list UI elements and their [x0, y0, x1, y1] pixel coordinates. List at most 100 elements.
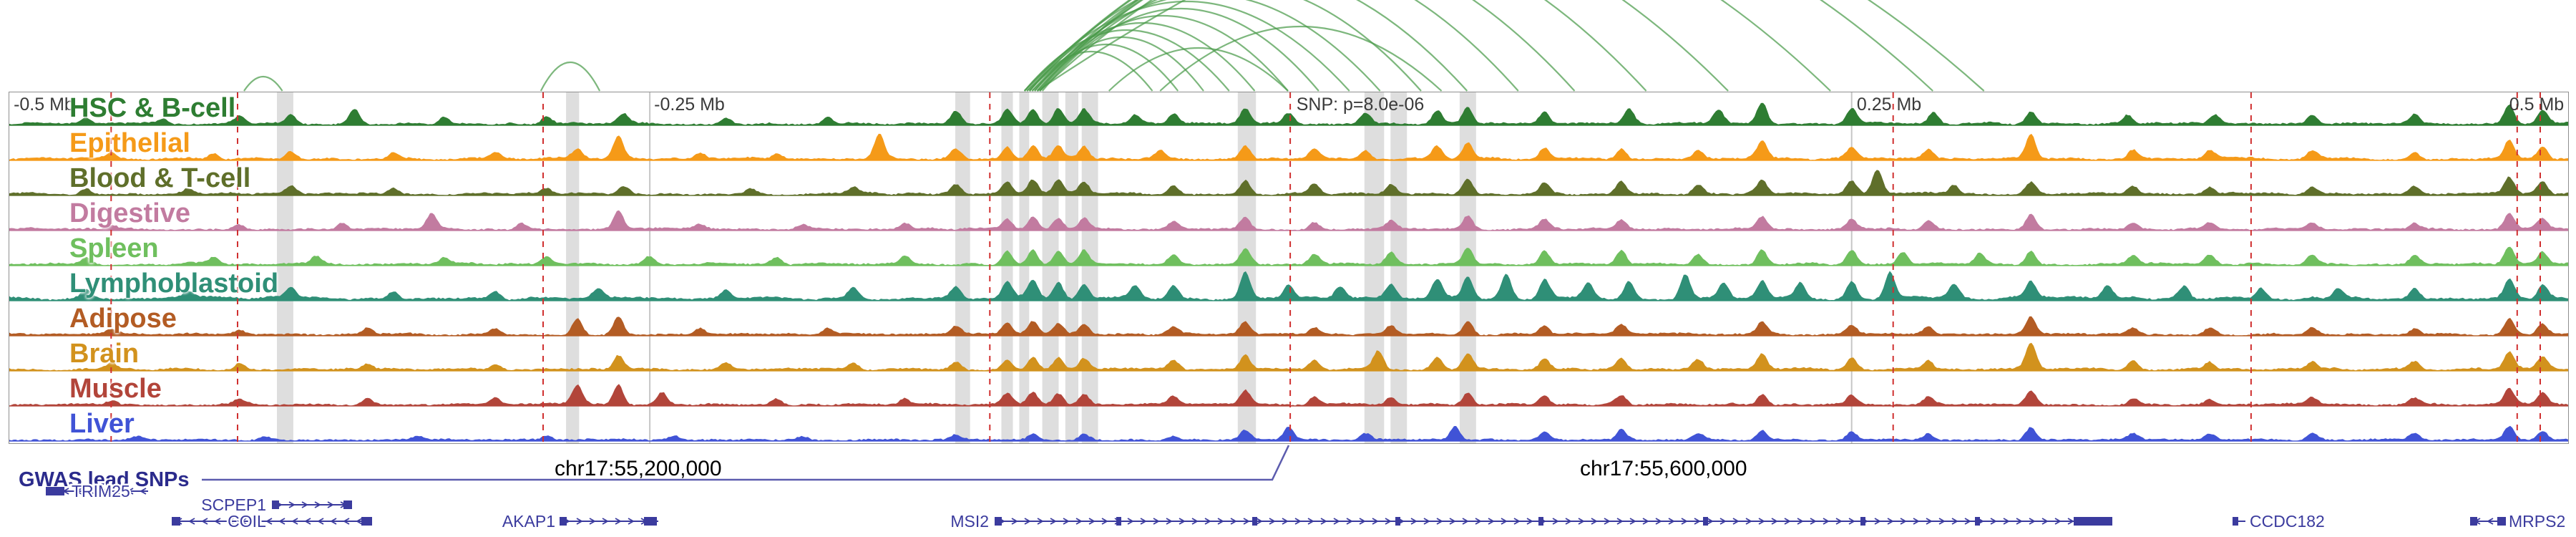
strand-arrow-icon	[1990, 518, 1997, 525]
strand-arrow-icon	[1629, 518, 1636, 525]
strand-arrow-icon	[88, 488, 95, 495]
interaction-arc	[1031, 0, 1831, 92]
gene-annotation-panel: GWAS lead SNPs chr17:55,200,000 chr17:55…	[19, 445, 2567, 533]
gene-exon	[2074, 517, 2112, 526]
strand-arrow-icon	[1758, 518, 1765, 525]
strand-arrow-icon	[1179, 518, 1186, 525]
gene-exon	[1703, 517, 1708, 526]
gene-mrps2: MRPS2	[2470, 511, 2567, 533]
strand-arrow-icon	[1475, 518, 1482, 525]
strand-arrow-icon	[1037, 518, 1044, 525]
track-label-muscle: Muscle	[69, 374, 162, 404]
gene-exon	[1975, 517, 1980, 526]
strand-arrow-icon	[2041, 518, 2049, 525]
axis-tick--0.5-mb: -0.5 Mb	[14, 95, 74, 115]
strand-arrow-icon	[1616, 518, 1624, 525]
strand-arrow-icon	[1269, 518, 1276, 525]
strand-arrow-icon	[1436, 518, 1443, 525]
highlight-band	[566, 92, 580, 443]
strand-arrow-icon	[602, 518, 609, 525]
strand-arrow-icon	[1346, 518, 1353, 525]
strand-arrow-icon	[1140, 518, 1147, 525]
gene-label-mrps2: MRPS2	[2509, 512, 2565, 531]
gene-label-ccdc182: CCDC182	[2250, 512, 2325, 531]
track-signal-adipose	[9, 316, 2568, 336]
strand-arrow-icon	[2067, 518, 2074, 525]
strand-arrow-icon	[1166, 518, 1173, 525]
strand-arrow-icon	[1745, 518, 1752, 525]
strand-arrow-icon	[1333, 518, 1340, 525]
strand-arrow-icon	[2003, 518, 2010, 525]
strand-arrow-icon	[343, 518, 350, 525]
interaction-arc	[1023, 0, 1729, 92]
highlight-band	[1019, 92, 1030, 443]
gene-exon	[644, 517, 657, 526]
strand-arrow-icon	[330, 518, 337, 525]
axis-tick-0.5-mb: 0.5 Mb	[2509, 95, 2565, 115]
gene-label-akap1: AKAP1	[502, 512, 555, 531]
strand-arrow-icon	[628, 518, 635, 525]
strand-arrow-icon	[1294, 518, 1302, 525]
gene-exon	[272, 500, 279, 509]
gene-trim25: TRIM25	[46, 480, 148, 503]
interaction-arc	[1039, 0, 1422, 92]
gene-msi2: MSI2	[949, 511, 2112, 533]
strand-arrow-icon	[1810, 518, 1817, 525]
strand-arrow-icon	[1900, 518, 1907, 525]
track-signal-lymphoblastoid	[9, 271, 2568, 301]
strand-arrow-icon	[1784, 518, 1791, 525]
strand-arrow-icon	[1127, 518, 1134, 525]
strand-arrow-icon	[589, 518, 596, 525]
strand-arrow-icon	[1874, 518, 1881, 525]
strand-arrow-icon	[1204, 518, 1211, 525]
strand-arrow-icon	[288, 501, 296, 508]
strand-arrow-icon	[1088, 518, 1096, 525]
strand-arrow-icon	[314, 501, 321, 508]
gene-exon	[343, 500, 352, 509]
gene-label-scpep1: SCPEP1	[201, 495, 266, 514]
gene-scpep1: SCPEP1	[200, 494, 352, 516]
interaction-arcs-canvas	[243, 0, 1985, 92]
strand-arrow-icon	[1771, 518, 1778, 525]
strand-arrow-icon	[1887, 518, 1894, 525]
gene-exon	[1860, 517, 1865, 526]
gene-coil: COIL	[172, 511, 372, 533]
interaction-arc	[1159, 26, 1443, 92]
strand-arrow-icon	[1694, 518, 1701, 525]
track-label-spleen: Spleen	[69, 233, 159, 263]
gene-exon	[2470, 517, 2477, 526]
strand-arrow-icon	[1488, 518, 1495, 525]
strand-arrow-icon	[1513, 518, 1521, 525]
strand-arrow-icon	[1320, 518, 1327, 525]
gene-exon	[995, 517, 1002, 526]
strand-arrow-icon	[1835, 518, 1843, 525]
signal-track-panel: -0.5 Mb -0.25 Mb SNP: p=8.0e-06 0.25 Mb 0.5 …	[9, 92, 2569, 444]
gene-label-trim25: TRIM25	[72, 482, 130, 500]
interaction-arc	[1039, 0, 1933, 92]
strand-arrow-icon	[1462, 518, 1469, 525]
strand-arrow-icon	[301, 501, 308, 508]
strand-arrow-icon	[1230, 518, 1237, 525]
strand-arrow-icon	[1552, 518, 1559, 525]
strand-arrow-icon	[1604, 518, 1611, 525]
strand-arrow-icon	[75, 488, 82, 495]
strand-arrow-icon	[1848, 518, 1855, 525]
highlight-band	[1237, 92, 1257, 443]
track-label-liver: Liver	[69, 409, 135, 439]
strand-arrow-icon	[1526, 518, 1533, 525]
strand-arrow-icon	[1307, 518, 1314, 525]
strand-arrow-icon	[1578, 518, 1585, 525]
gene-exon	[2497, 517, 2506, 526]
strand-arrow-icon	[1707, 518, 1714, 525]
strand-arrow-icon	[1063, 518, 1070, 525]
strand-arrow-icon	[1024, 518, 1031, 525]
strand-arrow-icon	[201, 518, 208, 525]
highlight-band	[1042, 92, 1059, 443]
track-label-lymphoblastoid: Lymphoblastoid	[69, 268, 279, 299]
track-signal-spleen	[9, 246, 2568, 266]
track-label-adipose: Adipose	[69, 304, 177, 334]
axis-tick-snp-p-8.0e-06: SNP: p=8.0e-06	[1296, 95, 1425, 115]
strand-arrow-icon	[1282, 518, 1289, 525]
strand-arrow-icon	[1217, 518, 1224, 525]
track-label-epithelial: Epithelial	[69, 128, 190, 158]
